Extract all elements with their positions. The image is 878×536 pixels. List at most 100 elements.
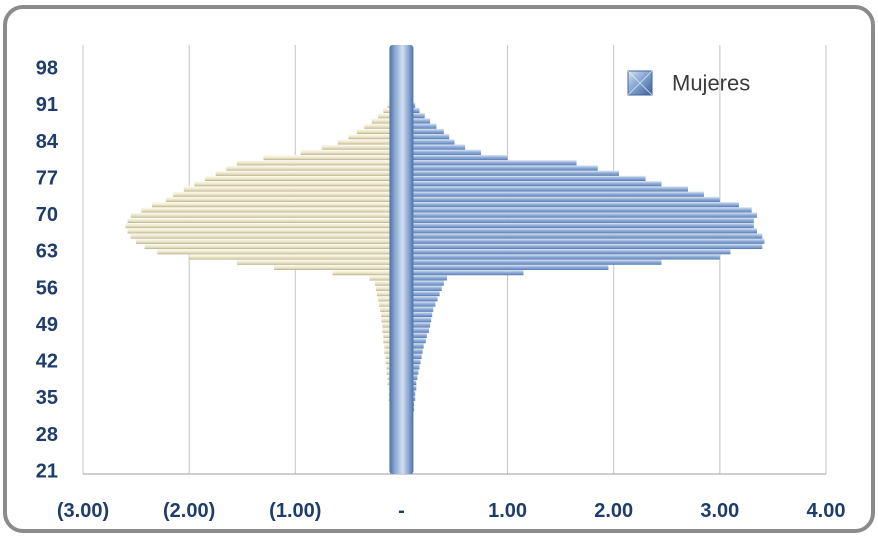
bar-mujeres-47: [401, 332, 427, 338]
bar-mujeres-65: [401, 238, 765, 244]
bar-mujeres-82: [401, 149, 482, 155]
bar-mujeres-66: [401, 233, 763, 239]
bar-left-66: [130, 233, 402, 239]
bar-left-60: [274, 264, 402, 270]
y-tick-label-42: 42: [36, 351, 58, 373]
y-tick-label-28: 28: [36, 424, 58, 446]
bar-mujeres-86: [401, 128, 444, 134]
bar-left-73: [165, 196, 402, 202]
bar-mujeres-58: [401, 275, 448, 281]
bar-mujeres-53: [401, 301, 436, 307]
bar-left-71: [141, 207, 402, 213]
mujeres-series-bars: [401, 45, 765, 474]
legend-swatch-bevel: [627, 70, 653, 96]
bar-mujeres-83: [401, 144, 466, 150]
x-tick-label-4: 1.00: [488, 500, 527, 522]
bar-left-56: [375, 285, 402, 291]
bar-left-62: [189, 254, 402, 260]
bar-left-65: [136, 238, 402, 244]
bar-mujeres-87: [401, 123, 437, 129]
bar-mujeres-50: [401, 317, 432, 323]
legend: Mujeres: [627, 70, 750, 96]
bar-left-74: [173, 191, 402, 197]
y-tick-label-84: 84: [36, 131, 59, 153]
x-tick-label-1: (2.00): [163, 500, 215, 522]
bar-mujeres-46: [401, 337, 426, 344]
bar-left-67: [127, 228, 402, 234]
y-tick-label-49: 49: [36, 314, 58, 336]
x-tick-label-3: -: [398, 500, 405, 522]
x-axis-labels: (3.00) (2.00) (1.00) - 1.00 2.00 3.00 4.00: [57, 500, 846, 522]
bar-mujeres-75: [401, 186, 689, 192]
bar-mujeres-56: [401, 285, 442, 291]
y-tick-label-56: 56: [36, 277, 58, 299]
bar-mujeres-78: [401, 170, 620, 176]
bar-mujeres-73: [401, 196, 720, 202]
x-tick-label-2: (1.00): [269, 500, 321, 522]
bar-left-77: [205, 175, 402, 182]
bar-mujeres-62: [401, 254, 720, 260]
bar-left-55: [377, 290, 402, 297]
bar-left-63: [157, 249, 402, 255]
bar-mujeres-51: [401, 311, 433, 318]
bar-mujeres-52: [401, 306, 434, 312]
legend-label-mujeres: Mujeres: [672, 71, 750, 96]
bar-mujeres-59: [401, 269, 524, 276]
bar-mujeres-63: [401, 249, 731, 255]
bar-left-84: [337, 139, 402, 145]
y-tick-label-70: 70: [36, 204, 58, 226]
bar-left-72: [151, 201, 402, 208]
bar-left-76: [194, 181, 402, 187]
bar-left-70: [130, 212, 402, 218]
bar-mujeres-55: [401, 290, 440, 297]
bar-mujeres-49: [401, 322, 431, 328]
bar-mujeres-74: [401, 191, 704, 197]
bar-mujeres-70: [401, 212, 758, 218]
bar-left-85: [348, 133, 402, 140]
y-tick-label-21: 21: [36, 460, 58, 482]
bar-mujeres-76: [401, 181, 662, 187]
bar-mujeres-64: [401, 243, 763, 250]
bar-left-79: [226, 165, 402, 171]
bar-left-58: [369, 275, 402, 281]
y-tick-label-35: 35: [36, 387, 58, 409]
bar-left-87: [364, 123, 402, 129]
bar-mujeres-80: [401, 160, 577, 166]
x-tick-label-6: 3.00: [700, 500, 739, 522]
x-tick-label-0: (3.00): [57, 500, 109, 522]
bar-left-57: [374, 280, 402, 286]
bar-left-83: [321, 144, 402, 150]
bar-mujeres-79: [401, 165, 598, 171]
y-tick-label-98: 98: [36, 58, 58, 80]
bar-mujeres-57: [401, 280, 444, 286]
bar-mujeres-67: [401, 228, 758, 234]
bar-mujeres-54: [401, 296, 438, 302]
bar-mujeres-69: [401, 217, 754, 223]
bar-left-61: [236, 259, 402, 265]
bar-left-64: [144, 243, 402, 250]
left-series-bars: [125, 45, 402, 474]
bar-mujeres-68: [401, 222, 754, 229]
bars: [125, 45, 765, 474]
bar-mujeres-71: [401, 207, 752, 213]
bar-left-80: [236, 160, 402, 166]
bar-left-88: [371, 118, 402, 124]
bar-left-69: [127, 217, 402, 223]
bar-mujeres-60: [401, 264, 609, 270]
center-column: [389, 45, 414, 474]
y-tick-label-77: 77: [36, 167, 58, 189]
bar-left-81: [263, 154, 402, 161]
y-axis-labels: 21 28 35 42 49 56 63 70 77 84 91 98: [36, 58, 59, 483]
bar-left-78: [215, 170, 402, 176]
bar-mujeres-61: [401, 259, 662, 265]
y-tick-label-91: 91: [36, 94, 58, 116]
bar-left-68: [125, 222, 402, 229]
bar-mujeres-72: [401, 201, 739, 208]
bar-mujeres-77: [401, 175, 646, 182]
bar-left-75: [183, 186, 402, 192]
bar-left-59: [332, 269, 402, 276]
bar-mujeres-88: [401, 118, 431, 124]
bar-left-86: [356, 128, 402, 134]
bar-mujeres-48: [401, 327, 430, 333]
